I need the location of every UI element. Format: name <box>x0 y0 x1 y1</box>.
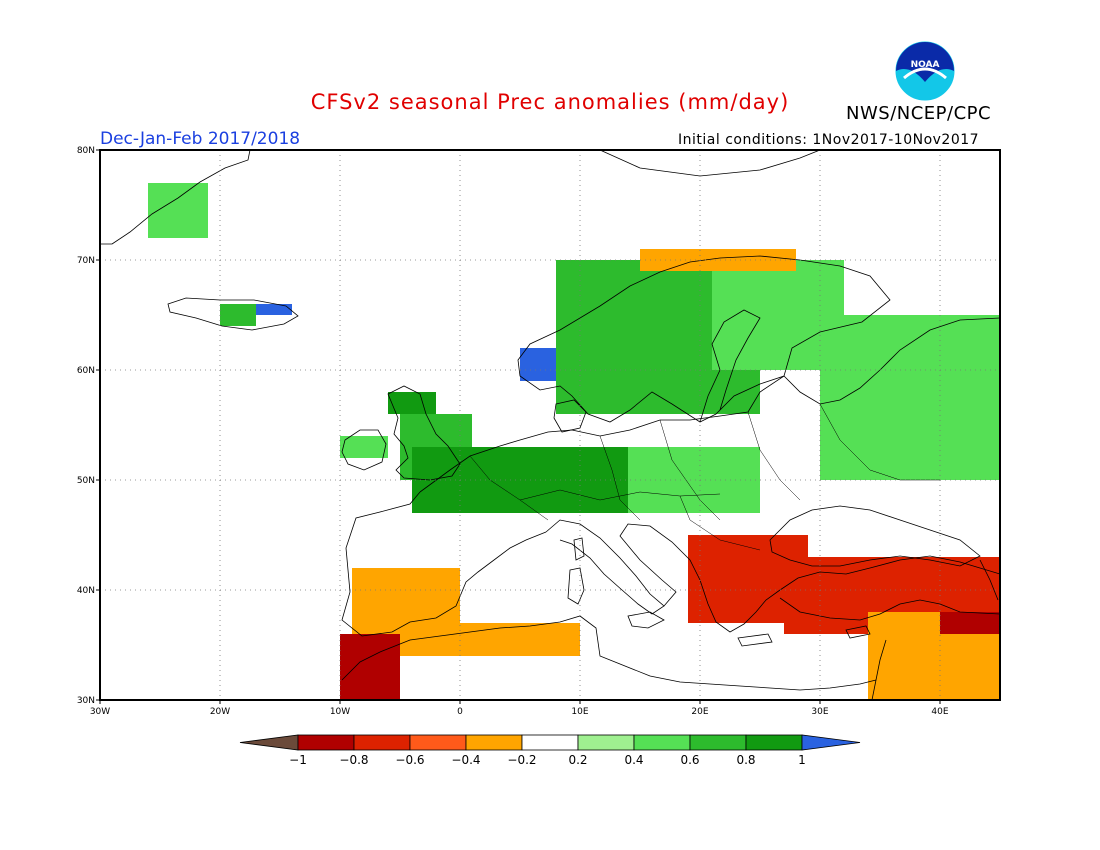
colorbar-label: −1 <box>289 753 307 767</box>
noaa-logo: NOAA <box>894 40 956 102</box>
lon-tick-label: 40E <box>931 707 948 717</box>
graticule <box>100 150 1000 700</box>
colorbar-label: 0.8 <box>736 753 755 767</box>
colorbar-label: 0.6 <box>680 753 699 767</box>
lat-tick-label: 70N <box>77 256 95 266</box>
anomaly-region <box>340 634 400 700</box>
colorbar-swatch <box>633 734 691 751</box>
lat-tick-label: 40N <box>77 586 95 596</box>
lon-tick-label: 10W <box>330 707 350 717</box>
season-label: Dec-Jan-Feb 2017/2018 <box>100 129 301 149</box>
colorbar-swatch <box>409 734 467 751</box>
lon-tick-label: 10E <box>571 707 588 717</box>
colorbar-high-arrow <box>801 734 861 751</box>
anomaly-region <box>940 612 1000 634</box>
colorbar-swatch <box>521 734 579 751</box>
colorbar-label: −0.4 <box>451 753 480 767</box>
initial-conditions-label: Initial conditions: 1Nov2017-10Nov2017 <box>678 132 980 148</box>
agency-label: NWS/NCEP/CPC <box>846 103 992 124</box>
colorbar-label: 0.2 <box>568 753 587 767</box>
colorbar-label: 0.4 <box>624 753 643 767</box>
colorbar-swatch <box>353 734 411 751</box>
colorbar: −1 −0.8 −0.6 −0.4 −0.2 0.2 0.4 0.6 0.8 1 <box>239 734 861 767</box>
anomaly-region <box>220 304 256 326</box>
lon-tick-label: 20W <box>210 707 230 717</box>
lon-tick-label: 30W <box>90 707 110 717</box>
lon-tick-label: 0 <box>457 707 463 717</box>
colorbar-label: 1 <box>798 753 806 767</box>
anomaly-region <box>340 436 388 458</box>
lat-tick-label: 30N <box>77 696 95 706</box>
lat-tick-label: 60N <box>77 366 95 376</box>
colorbar-low-arrow <box>239 734 299 751</box>
lat-tick-label: 80N <box>77 146 95 156</box>
svg-text:NOAA: NOAA <box>911 60 940 70</box>
colorbar-swatch <box>689 734 747 751</box>
colorbar-label: −0.8 <box>339 753 368 767</box>
lon-tick-label: 20E <box>691 707 708 717</box>
lat-tick-label: 50N <box>77 476 95 486</box>
colorbar-swatch <box>745 734 803 751</box>
colorbar-swatch <box>465 734 523 751</box>
anomaly-region <box>400 623 580 656</box>
coastlines <box>100 150 1000 700</box>
map-frame <box>99 149 1001 701</box>
anomaly-region <box>640 249 796 271</box>
anomaly-region <box>256 304 292 315</box>
lon-tick-label: 30E <box>811 707 828 717</box>
map-title: CFSv2 seasonal Prec anomalies (mm/day) <box>310 90 790 114</box>
colorbar-label: −0.6 <box>395 753 424 767</box>
colorbar-swatch <box>577 734 635 751</box>
anomaly-region <box>820 315 1000 480</box>
colorbar-swatch <box>297 734 355 751</box>
colorbar-label: −0.2 <box>507 753 536 767</box>
